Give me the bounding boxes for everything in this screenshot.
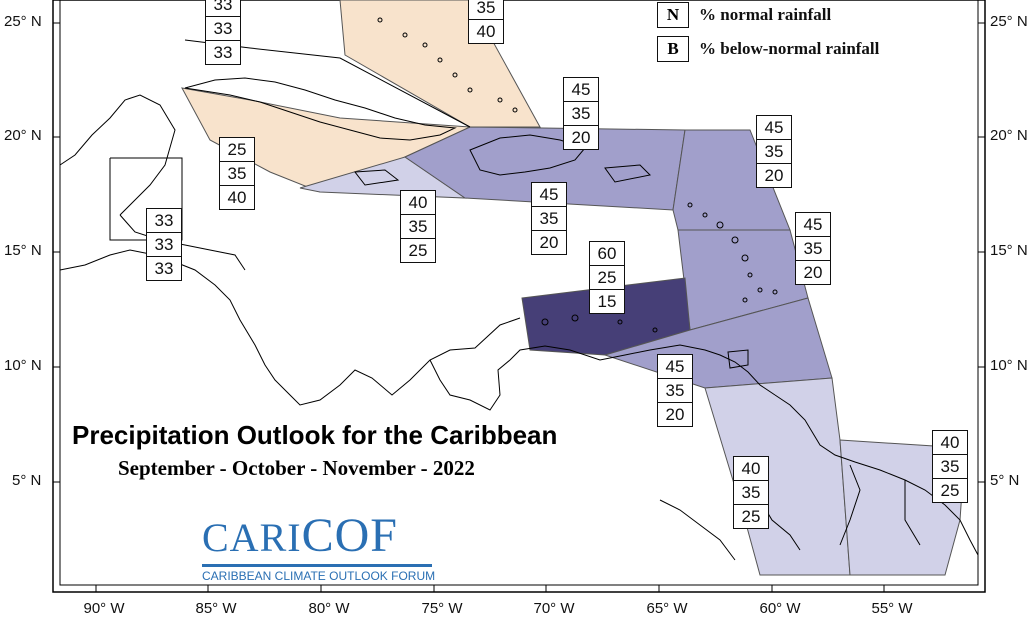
prob-value: 35	[933, 454, 967, 478]
lat-label-10n-right: 10° N	[990, 357, 1028, 374]
prob-value: 33	[206, 40, 240, 64]
prob-value: 35	[476, 0, 496, 17]
prob-value: 35	[658, 378, 692, 402]
prob-value: 35	[564, 101, 598, 125]
prob-box-leeward-islands: 45 35 20	[756, 115, 792, 188]
zone-bahamas-east	[339, 0, 541, 128]
prob-value: 35	[734, 480, 768, 504]
prob-box-cuba-south: 25 35 40	[219, 137, 255, 210]
lon-label-90w: 90° W	[83, 600, 125, 617]
prob-box-windward-islands: 45 35 20	[795, 212, 831, 285]
prob-value: 20	[532, 230, 566, 254]
prob-box-guyana: 40 35 25	[733, 456, 769, 529]
lat-label-15n-right: 15° N	[990, 242, 1028, 259]
lon-label-65w: 65° W	[646, 600, 688, 617]
prob-value: 25	[734, 504, 768, 528]
lat-label-10n-left: 10° N	[4, 357, 42, 374]
prob-box-bahamas-cuba-west: 33 33 33	[205, 0, 241, 65]
coastlines	[59, 77, 979, 561]
lon-label-70w: 70° W	[533, 600, 575, 617]
prob-value: 40	[741, 459, 761, 478]
logo-tagline: CARIBBEAN CLIMATE OUTLOOK FORUM	[202, 569, 436, 583]
prob-value: 15	[590, 289, 624, 313]
legend-row-normal: N % normal rainfall	[657, 2, 831, 28]
prob-value: 45	[665, 357, 685, 376]
lat-label-5n-left: 5° N	[12, 472, 42, 489]
lon-label-85w: 85° W	[195, 600, 237, 617]
prob-value: 33	[154, 211, 174, 230]
prob-value: 33	[213, 0, 233, 14]
lon-label-80w: 80° W	[308, 600, 350, 617]
prob-value: 35	[532, 206, 566, 230]
caricof-logo: CARICOF CARIBBEAN CLIMATE OUTLOOK FORUM	[202, 512, 435, 583]
prob-value: 25	[227, 140, 247, 159]
logo-part2: COF	[301, 509, 398, 562]
prob-value: 25	[933, 478, 967, 502]
prob-value: 35	[401, 214, 435, 238]
map-title: Precipitation Outlook for the Caribbean	[72, 420, 558, 450]
prob-value: 25	[401, 238, 435, 262]
prob-value: 20	[757, 163, 791, 187]
lon-label-55w: 55° W	[871, 600, 913, 617]
prob-box-abc-islands: 60 25 15	[589, 241, 625, 314]
prob-value: 45	[571, 80, 591, 99]
prob-box-french-guiana: 40 35 25	[932, 430, 968, 503]
lat-label-20n-right: 20° N	[990, 127, 1028, 144]
prob-value: 35	[796, 236, 830, 260]
prob-value: 20	[658, 402, 692, 426]
prob-value: 33	[147, 232, 181, 256]
legend-text-normal: % normal rainfall	[699, 5, 832, 24]
prob-value: 40	[469, 19, 503, 43]
prob-box-trinidad: 45 35 20	[657, 354, 693, 427]
legend-row-below: B % below-normal rainfall	[657, 36, 879, 62]
zone-guyana	[704, 377, 851, 576]
lat-label-25n-right: 25° N	[990, 13, 1028, 30]
lat-label-25n-left: 25° N	[4, 13, 42, 30]
prob-value: 40	[408, 193, 428, 212]
prob-value: 20	[564, 125, 598, 149]
prob-value: 35	[220, 161, 254, 185]
map-subtitle: September - October - November - 2022	[118, 456, 475, 480]
logo-underline	[202, 564, 432, 567]
lon-label-60w: 60° W	[759, 600, 801, 617]
logo-part1: CARI	[202, 515, 302, 560]
prob-value: 45	[764, 118, 784, 137]
prob-value: 45	[539, 185, 559, 204]
lat-label-20n-left: 20° N	[4, 127, 42, 144]
prob-value: 40	[940, 433, 960, 452]
prob-box-belize-honduras: 33 33 33	[146, 208, 182, 281]
prob-box-bahamas-east: 35 40	[468, 0, 504, 44]
prob-box-jamaica: 40 35 25	[400, 190, 436, 263]
prob-value: 40	[220, 185, 254, 209]
prob-value: 45	[803, 215, 823, 234]
prob-value: 25	[590, 265, 624, 289]
prob-box-hispaniola-south: 45 35 20	[531, 182, 567, 255]
prob-value: 35	[757, 139, 791, 163]
prob-box-hispaniola-puerto-rico: 45 35 20	[563, 77, 599, 150]
prob-value: 60	[597, 244, 617, 263]
lat-label-5n-right: 5° N	[990, 472, 1020, 489]
legend-text-below: % below-normal rainfall	[699, 39, 880, 58]
lat-label-15n-left: 15° N	[4, 242, 42, 259]
legend-key-below: B	[657, 36, 689, 62]
logo-wordmark: CARICOF	[202, 512, 435, 562]
prob-value: 20	[796, 260, 830, 284]
prob-value: 33	[206, 16, 240, 40]
lon-label-75w: 75° W	[421, 600, 463, 617]
legend-key-normal: N	[657, 2, 689, 28]
prob-value: 33	[147, 256, 181, 280]
